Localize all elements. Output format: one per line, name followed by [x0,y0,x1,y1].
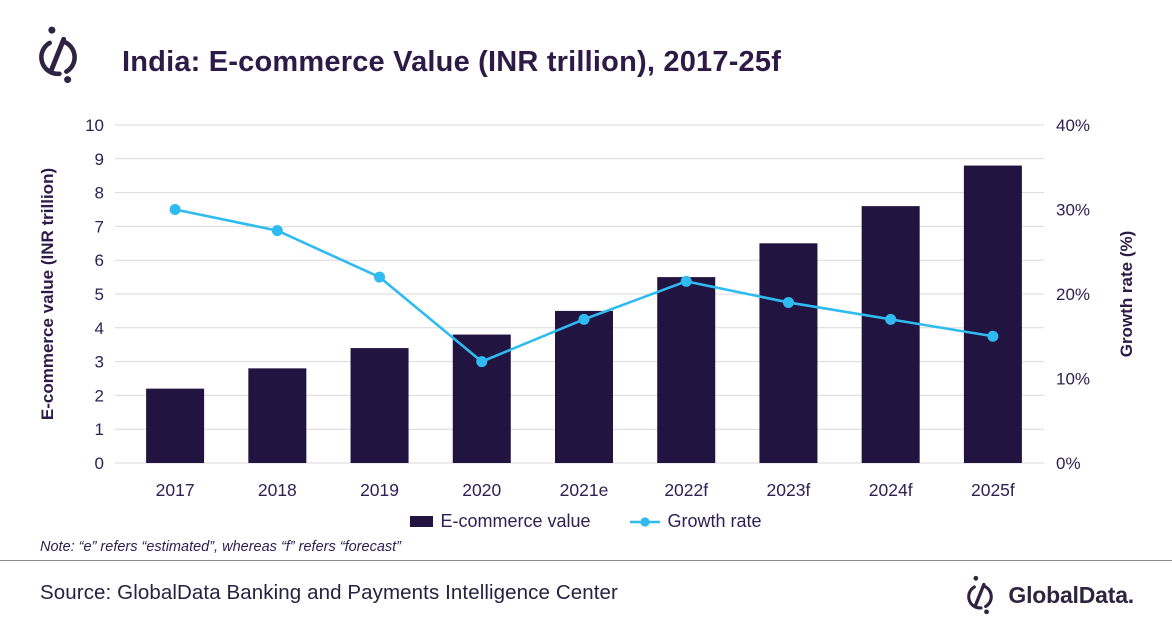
right-axis-tick-20: 20% [1056,285,1090,304]
left-axis-tick-3: 3 [95,353,104,372]
bar-series-swatch-icon [410,516,434,527]
left-axis-tick-2: 2 [95,386,104,405]
chart-legend: E-commerce value Growth rate [0,511,1172,532]
legend-item-ecommerce: E-commerce value [410,511,591,532]
right-axis-tick-30: 30% [1056,201,1090,220]
x-axis-label-2020: 2020 [462,480,501,500]
right-axis-tick-0: 0% [1056,454,1081,473]
bar-2021e [555,310,613,463]
bar-2023f [759,243,818,463]
legend-label-growth: Growth rate [667,511,762,531]
right-axis-tick-10: 10% [1056,370,1090,389]
growth-point-2019 [374,271,386,283]
x-axis-label-2023f: 2023f [767,480,811,500]
bar-2025f [963,165,1022,463]
left-axis-tick-4: 4 [95,319,104,338]
growth-point-2021e [578,313,590,325]
combo-chart-plot: 0 1 2 3 4 5 6 7 8 9 10 0% 10% 20% 30% 40% 2017 2018 2019 20… [85,116,1090,500]
footer-divider [0,560,1172,561]
bar-2018 [248,368,307,463]
left-axis-tick-7: 7 [95,217,104,236]
x-axis-label-2018: 2018 [258,480,297,500]
x-axis-label-2017: 2017 [156,480,195,500]
chart-title: India: E-commerce Value (INR trillion), … [122,46,782,78]
brand-wordmark: GlobalData. [1008,582,1134,608]
growth-point-2022f [680,275,692,287]
bar-2024f [861,206,920,463]
line-series-marker-icon [629,516,660,527]
left-axis-tick-6: 6 [95,251,104,270]
growth-point-2024f [885,313,897,325]
left-axis-tick-8: 8 [95,184,104,203]
legend-item-growth: Growth rate [629,511,762,532]
bar-2020 [452,334,511,463]
left-axis-tick-0: 0 [95,454,104,473]
x-axis-label-2024f: 2024f [869,480,913,500]
left-axis-tick-5: 5 [95,285,104,304]
left-axis-tick-10: 10 [85,116,104,135]
right-axis-tick-40: 40% [1056,116,1090,135]
right-axis-title: Growth rate (%) [1117,230,1136,358]
left-axis-tick-9: 9 [95,150,104,169]
growth-point-2017 [169,204,181,215]
legend-label-ecommerce: E-commerce value [440,511,591,531]
x-axis-label-2025f: 2025f [971,480,1015,500]
growth-point-2025f [987,330,999,342]
growth-point-2023f [782,296,794,308]
growth-point-2018 [271,225,283,237]
bar-2022f [657,277,716,463]
source-text: Source: GlobalData Banking and Payments … [40,581,618,604]
left-axis-title: E-commerce value (INR trillion) [38,167,57,421]
x-axis-label-2021e: 2021e [560,480,609,500]
globaldata-footer-logo-icon [967,574,994,616]
brand-footer: GlobalData. [961,574,1134,617]
left-axis-tick-1: 1 [95,420,104,439]
x-axis-label-2019: 2019 [360,480,399,500]
bar-2019 [350,348,409,463]
x-axis-label-2022f: 2022f [664,480,708,500]
globaldata-logo-icon [30,24,86,87]
footnote: Note: “e” refers “estimated”, whereas “f… [40,539,401,555]
bar-2017 [146,388,205,463]
growth-point-2020 [476,356,488,368]
